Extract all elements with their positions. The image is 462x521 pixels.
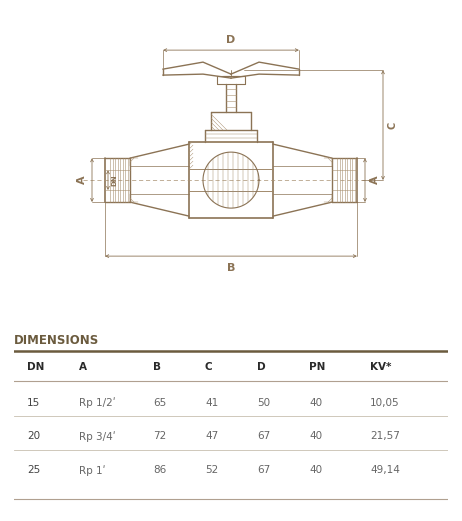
Text: C: C [388, 121, 398, 129]
Text: 20: 20 [27, 431, 40, 441]
Text: 10,05: 10,05 [370, 398, 400, 407]
Text: 25: 25 [27, 465, 40, 475]
Text: B: B [153, 362, 161, 372]
Text: 15: 15 [27, 398, 40, 407]
Text: D: D [226, 35, 236, 45]
Text: C: C [205, 362, 213, 372]
Text: 50: 50 [257, 398, 270, 407]
Text: 41: 41 [205, 398, 218, 407]
Text: 65: 65 [153, 398, 166, 407]
Text: KV*: KV* [370, 362, 391, 372]
Text: Rp 1ʹ: Rp 1ʹ [79, 465, 105, 476]
Text: 40: 40 [309, 465, 322, 475]
Text: 21,57: 21,57 [370, 431, 400, 441]
Text: Rp 3/4ʹ: Rp 3/4ʹ [79, 431, 116, 442]
Text: DIMENSIONS: DIMENSIONS [14, 334, 99, 347]
Text: 52: 52 [205, 465, 218, 475]
Text: A: A [79, 362, 87, 372]
Text: PN: PN [309, 362, 326, 372]
Text: 40: 40 [309, 398, 322, 407]
Text: 67: 67 [257, 465, 270, 475]
Text: DN: DN [27, 362, 44, 372]
Text: 40: 40 [309, 431, 322, 441]
Text: A: A [370, 176, 380, 184]
Text: 86: 86 [153, 465, 166, 475]
Text: DN: DN [111, 175, 117, 186]
Text: Rp 1/2ʹ: Rp 1/2ʹ [79, 398, 116, 408]
Text: 47: 47 [205, 431, 218, 441]
Text: 72: 72 [153, 431, 166, 441]
Text: D: D [257, 362, 266, 372]
Text: 67: 67 [257, 431, 270, 441]
Text: A: A [77, 176, 87, 184]
Text: B: B [227, 263, 235, 273]
Text: 49,14: 49,14 [370, 465, 400, 475]
